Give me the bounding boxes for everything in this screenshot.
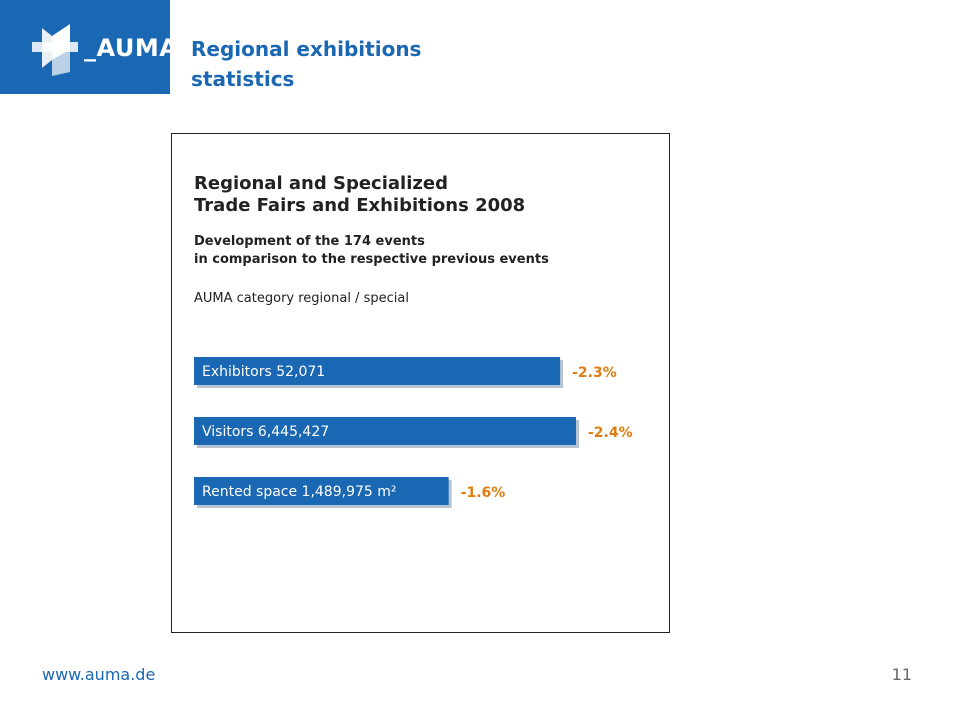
value-label-0: -2.3% (572, 365, 617, 381)
bar-label-2: Rented space 1,489,975 m² (202, 484, 397, 500)
slide-title: Regional exhibitions statistics (191, 37, 422, 91)
bar-2 (194, 477, 449, 505)
auma-logo-text: _AUMA (84, 34, 179, 62)
footer-url[interactable]: www.auma.de (42, 665, 156, 684)
bar-label-1: Visitors 6,445,427 (202, 424, 329, 440)
auma-logo-icon (32, 24, 78, 76)
chart-category-note: AUMA category regional / special (194, 291, 409, 306)
chart-title-line2: Trade Fairs and Exhibitions 2008 (194, 195, 525, 216)
value-label-2: -1.6% (461, 485, 506, 501)
page-number: 11 (891, 665, 912, 684)
bar-label-0: Exhibitors 52,071 (202, 364, 325, 380)
chart-frame: Regional and Specialized Trade Fairs and… (171, 133, 670, 633)
trade-fairs-chart: Regional and Specialized Trade Fairs and… (194, 173, 633, 508)
chart-subtitle-line2: in comparison to the respective previous… (194, 252, 549, 267)
bar-1 (194, 417, 576, 445)
value-label-1: -2.4% (588, 425, 633, 441)
bar-group: Exhibitors 52,071 -2.3% Visitors 6,445,427… (194, 357, 633, 508)
auma-logo[interactable]: _AUMA (0, 0, 178, 94)
bar-0 (194, 357, 561, 385)
chart-title-line1: Regional and Specialized (194, 173, 448, 194)
chart-subtitle-line1: Development of the 174 events (194, 234, 425, 249)
